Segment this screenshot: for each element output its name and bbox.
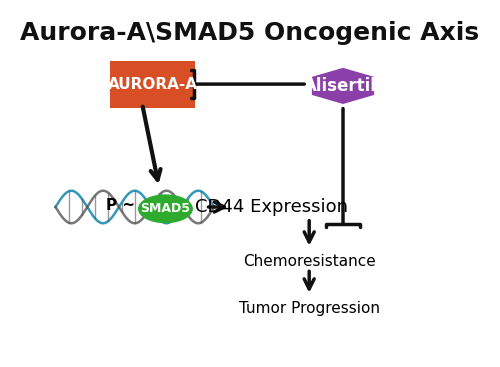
Text: Tumor Progression: Tumor Progression <box>238 301 380 316</box>
Text: AURORA-A: AURORA-A <box>108 77 198 92</box>
Text: Chemoresistance: Chemoresistance <box>243 254 376 269</box>
Text: CD44 Expression: CD44 Expression <box>194 198 348 216</box>
Text: P ~: P ~ <box>106 198 136 213</box>
Ellipse shape <box>138 195 193 223</box>
FancyBboxPatch shape <box>110 61 195 108</box>
Text: Alisertib: Alisertib <box>304 77 382 95</box>
Text: Aurora-A\SMAD5 Oncogenic Axis: Aurora-A\SMAD5 Oncogenic Axis <box>20 21 479 45</box>
Polygon shape <box>312 68 374 104</box>
Text: SMAD5: SMAD5 <box>140 202 190 215</box>
